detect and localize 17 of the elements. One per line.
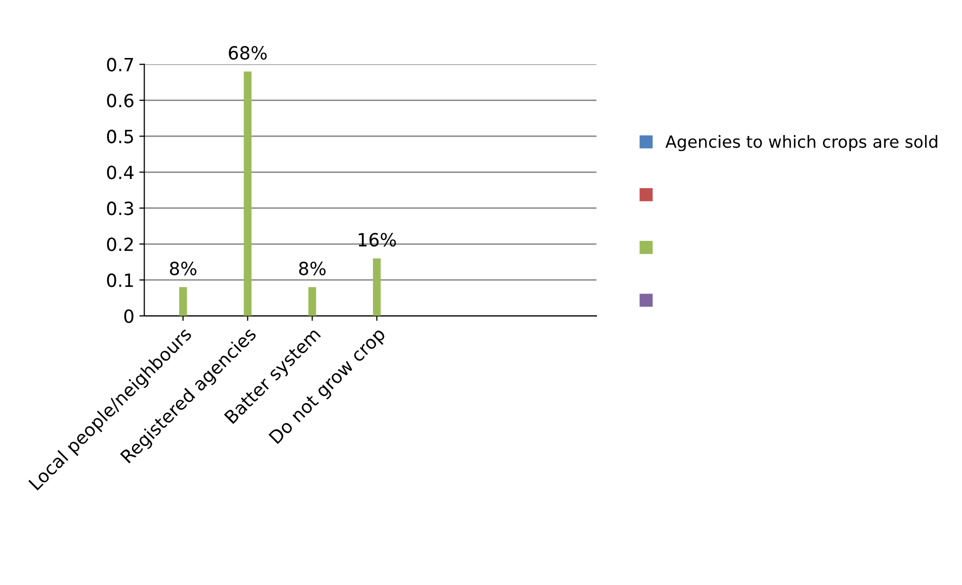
data-label: 68% xyxy=(228,46,267,60)
data-label: 16% xyxy=(358,232,396,247)
data-label: 8% xyxy=(299,262,326,276)
y-tick-label: 0.2 xyxy=(107,237,133,252)
y-tick-label: 0.3 xyxy=(107,202,134,216)
bar xyxy=(244,72,252,316)
y-tick-label: 0 xyxy=(124,309,134,324)
bar xyxy=(179,287,187,316)
bar xyxy=(308,287,316,316)
y-tick-label: 0.7 xyxy=(107,58,134,72)
legend-label: Agencies to which crops are sold xyxy=(665,135,938,152)
data-label: 8% xyxy=(170,262,196,276)
y-tick-label: 0.1 xyxy=(107,273,133,288)
bar xyxy=(372,258,381,316)
y-tick-label: 0.6 xyxy=(107,94,134,108)
y-tick-label: 0.5 xyxy=(107,130,133,144)
y-tick-label: 0.4 xyxy=(107,166,134,180)
